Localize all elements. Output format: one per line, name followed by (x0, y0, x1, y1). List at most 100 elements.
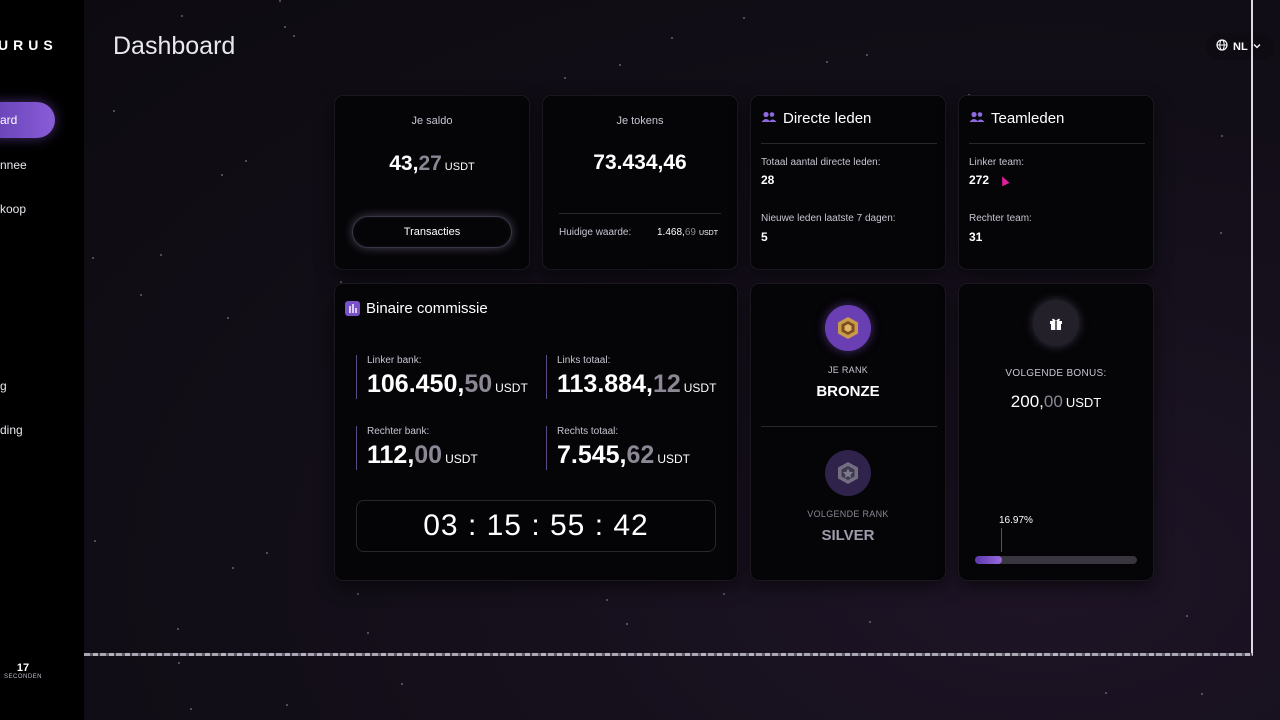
session-timer-label: SECONDEN (3, 674, 42, 680)
background-star (1105, 692, 1107, 694)
page-title: Dashboard (113, 32, 236, 60)
language-label: NL (1233, 40, 1248, 53)
current-value-dec: 69 (684, 227, 696, 238)
background-star (221, 174, 223, 176)
right-bank-value: 112,00 USDT (367, 441, 478, 470)
current-value-label: Huidige waarde: (559, 227, 632, 238)
right-bank-label: Rechter bank: (367, 426, 430, 437)
gift-icon (1033, 300, 1079, 346)
background-star (140, 294, 142, 296)
brand-logo: URUS (0, 37, 58, 53)
left-bank-label: Linker bank: (367, 355, 422, 366)
balance-dec: 27 (418, 152, 442, 175)
background-star (232, 567, 234, 569)
tokens-card: Je tokens 73.434,46 Huidige waarde: 1.46… (543, 96, 737, 269)
background-star (113, 110, 115, 112)
left-bank-unit: USDT (495, 381, 528, 395)
background-star (1221, 135, 1223, 137)
sidebar-item-dashboard[interactable]: ard (0, 102, 55, 138)
tokens-label: Je tokens (616, 115, 664, 127)
background-star (340, 281, 342, 283)
background-star (401, 683, 403, 685)
right-total-unit: USDT (657, 452, 690, 466)
background-star (619, 64, 621, 66)
countdown-timer: 03 : 15 : 55 : 42 (356, 500, 716, 552)
right-team-value: 31 (969, 230, 983, 244)
background-star (1186, 615, 1188, 617)
current-rank-value: BRONZE (816, 383, 880, 400)
background-star (723, 593, 725, 595)
background-star (968, 94, 970, 96)
globe-icon (1216, 39, 1228, 54)
direct-new-label: Nieuwe leden laatste 7 dagen: (761, 213, 896, 224)
sidebar-item-5[interactable]: ding (0, 423, 23, 437)
left-total-label: Links totaal: (557, 355, 611, 366)
chevron-down-icon (1253, 41, 1261, 53)
background-star (866, 54, 868, 56)
bonus-int: 200, (1010, 392, 1044, 411)
next-bonus-amount: 200,00 USDT (959, 392, 1153, 412)
background-star (177, 628, 179, 630)
direct-total-label: Totaal aantal directe leden: (761, 157, 881, 168)
binary-commission-header: Binaire commissie (345, 300, 488, 317)
bonus-progress-text: 16.97% (999, 515, 1033, 526)
left-team-label: Linker team: (969, 157, 1025, 168)
right-total-label: Rechts totaal: (557, 426, 619, 437)
next-bonus-label: VOLGENDE BONUS: (1005, 368, 1107, 379)
session-timer: 17 SECONDEN (0, 662, 46, 680)
left-total-dec: 12 (652, 370, 681, 398)
background-star (367, 632, 369, 634)
background-star (279, 0, 281, 2)
left-bank-stat: Linker bank: 106.450,50 USDT (356, 355, 528, 399)
left-total-stat: Links totaal: 113.884,12 USDT (546, 355, 716, 399)
right-bank-unit: USDT (445, 452, 478, 466)
team-members-title: Teamleden (991, 110, 1065, 127)
direct-members-card: Directe leden Totaal aantal directe lede… (751, 96, 945, 269)
background-star (178, 662, 180, 664)
language-selector[interactable]: NL (1206, 33, 1274, 60)
background-star (293, 35, 295, 37)
bar-chart-icon (345, 301, 360, 316)
right-bank-stat: Rechter bank: 112,00 USDT (356, 426, 478, 470)
sidebar-item-abonnee[interactable]: nnee (0, 158, 27, 172)
next-rank-label: VOLGENDE RANK (807, 509, 889, 519)
right-total-dec: 62 (626, 441, 655, 469)
sidebar-item-aankoop[interactable]: koop (0, 202, 27, 216)
background-star (92, 257, 94, 259)
divider (559, 213, 721, 214)
sidebar: URUS ard nnee koop g ding 17 SECONDEN (0, 0, 84, 720)
bonus-dec: 00 (1043, 392, 1063, 411)
transactions-button[interactable]: Transacties (352, 216, 512, 248)
left-team-value: 272 (969, 173, 990, 187)
users-icon (761, 110, 777, 127)
background-star (181, 15, 183, 17)
bonus-unit: USDT (1065, 395, 1102, 410)
direct-total-value: 28 (761, 173, 775, 187)
sidebar-item-4[interactable]: g (0, 379, 7, 393)
right-bank-int: 112, (367, 441, 415, 469)
next-rank-value: SILVER (821, 527, 875, 544)
session-timer-value: 17 (16, 662, 30, 674)
current-value: 1.468,69 USDT (657, 227, 718, 238)
background-star (190, 708, 192, 710)
rank-card: JE RANK BRONZE VOLGENDE RANK SILVER (751, 284, 945, 580)
background-star (743, 17, 745, 19)
silver-rank-icon (825, 450, 871, 496)
right-total-int: 7.545, (557, 441, 627, 469)
left-bank-int: 106.450, (367, 370, 465, 398)
window-edge-bottom (84, 653, 1253, 656)
background-star (1201, 693, 1203, 695)
bonus-card: VOLGENDE BONUS: 200,00 USDT 16.97% (959, 284, 1153, 580)
background-star (266, 552, 268, 554)
sidebar-item-label: ard (0, 113, 18, 127)
left-total-int: 113.884, (557, 370, 653, 398)
balance-int: 43, (389, 152, 419, 175)
current-value-int: 1.468, (657, 227, 685, 238)
balance-label: Je saldo (411, 115, 453, 127)
team-members-card: Teamleden Linker team: 272 Rechter team:… (959, 96, 1153, 269)
left-bank-value: 106.450,50 USDT (367, 370, 528, 399)
bronze-rank-icon (825, 305, 871, 351)
right-total-stat: Rechts totaal: 7.545,62 USDT (546, 426, 690, 470)
divider (761, 143, 937, 144)
right-total-value: 7.545,62 USDT (557, 441, 690, 470)
